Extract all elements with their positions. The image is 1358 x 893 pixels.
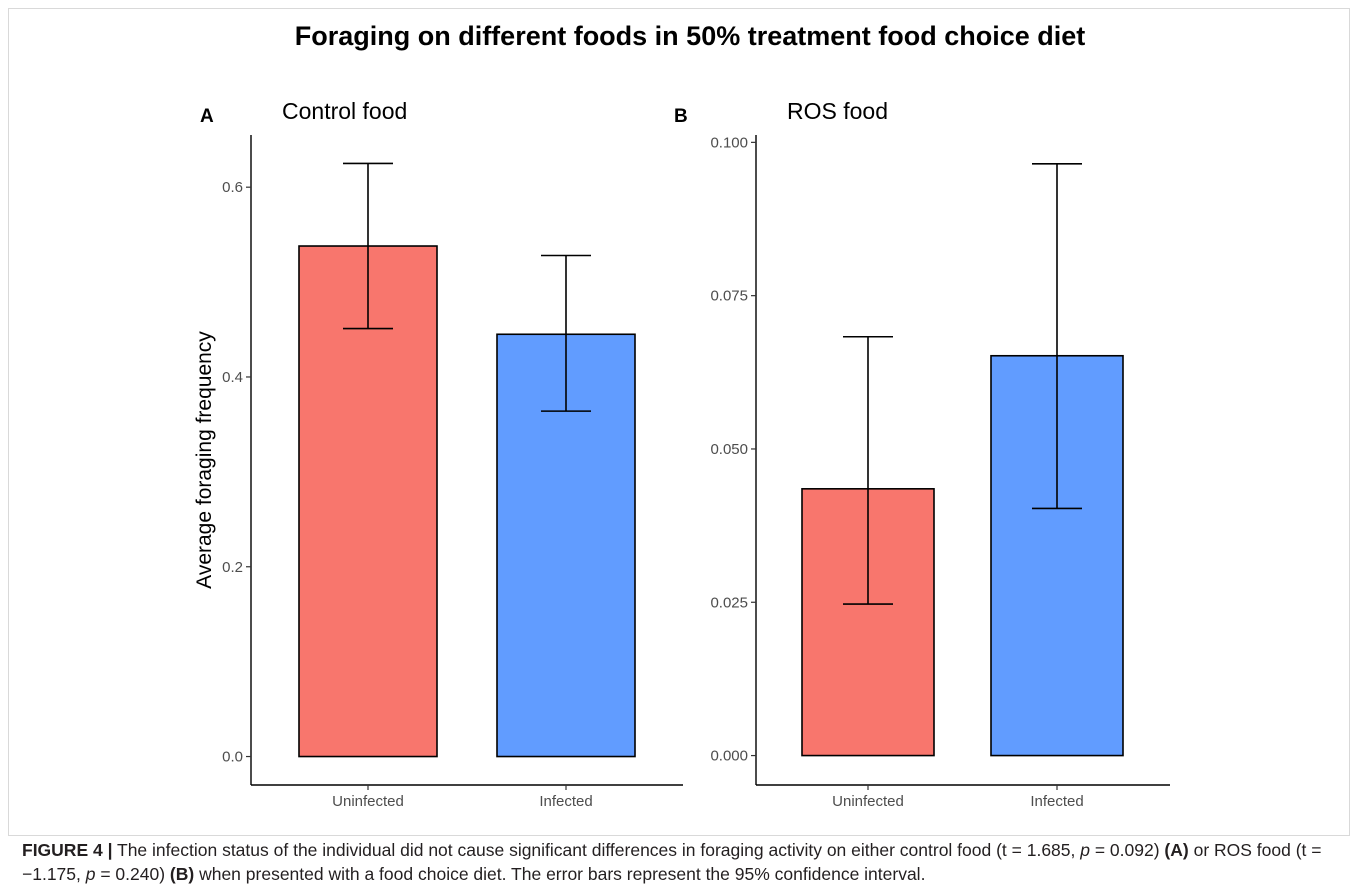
- figure-caption: FIGURE 4 | The infection status of the i…: [22, 838, 1342, 886]
- x-tick-label: Uninfected: [832, 793, 904, 810]
- caption-part-4: = 0.240): [95, 864, 170, 884]
- panel-a: A Control food Average foraging frequency 0…: [193, 98, 683, 810]
- panel-title: ROS food: [787, 98, 888, 124]
- y-tick-label: 0.6: [222, 179, 243, 196]
- caption-ref-a: (A): [1164, 840, 1189, 860]
- caption-ref-b: (B): [169, 864, 195, 884]
- caption-p-symbol-2: p: [85, 864, 96, 884]
- y-tick-label: 0.000: [710, 748, 748, 765]
- panel-letter-a: A: [200, 106, 214, 127]
- y-tick-label: 0.0: [222, 749, 243, 766]
- caption-part-2: = 0.092): [1089, 840, 1165, 860]
- figure-title: Foraging on different foods in 50% treat…: [295, 21, 1086, 51]
- caption-part-5: when presented with a food choice diet. …: [194, 864, 926, 884]
- panel-b: B ROS food 0.000 0.025 0.050 0.075 0.100 Uninfe…: [674, 98, 1170, 810]
- caption-label: FIGURE 4 |: [22, 840, 113, 860]
- y-tick-label: 0.025: [710, 594, 748, 611]
- y-tick-label: 0.050: [710, 441, 748, 458]
- x-tick-label: Infected: [539, 793, 592, 810]
- y-tick-label: 0.100: [710, 134, 748, 151]
- x-tick-label: Infected: [1030, 793, 1083, 810]
- panel-letter-b: B: [674, 106, 688, 127]
- y-tick-label: 0.075: [710, 288, 748, 305]
- y-tick-label: 0.4: [222, 369, 243, 386]
- figure-frame: [8, 8, 1350, 836]
- caption-part-1: The infection status of the individual d…: [112, 840, 1081, 860]
- panel-title: Control food: [282, 98, 407, 124]
- caption-p-symbol-1: p: [1080, 840, 1090, 860]
- caption-part-3: or ROS food (t = −1.175,: [22, 840, 1322, 884]
- x-tick-label: Uninfected: [332, 793, 404, 810]
- y-tick-label: 0.2: [222, 559, 243, 576]
- y-axis-label: Average foraging frequency: [193, 331, 216, 589]
- figure-chart: Foraging on different foods in 50% treat…: [193, 21, 1170, 810]
